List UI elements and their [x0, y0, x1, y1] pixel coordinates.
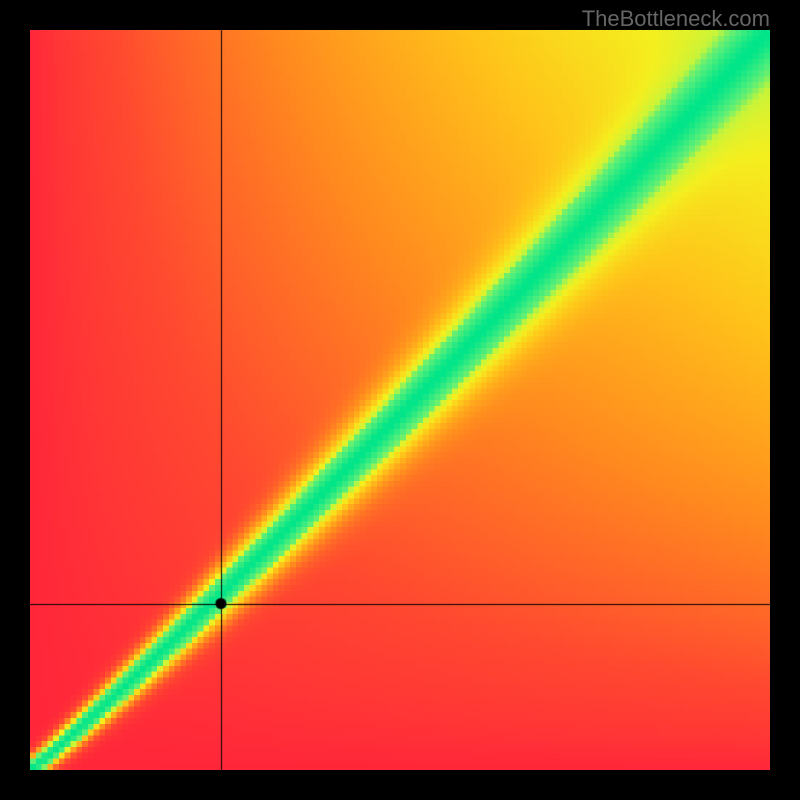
- watermark-text: TheBottleneck.com: [582, 6, 770, 32]
- heatmap-plot: [30, 30, 770, 770]
- chart-frame: TheBottleneck.com: [0, 0, 800, 800]
- overlay-canvas: [30, 30, 770, 770]
